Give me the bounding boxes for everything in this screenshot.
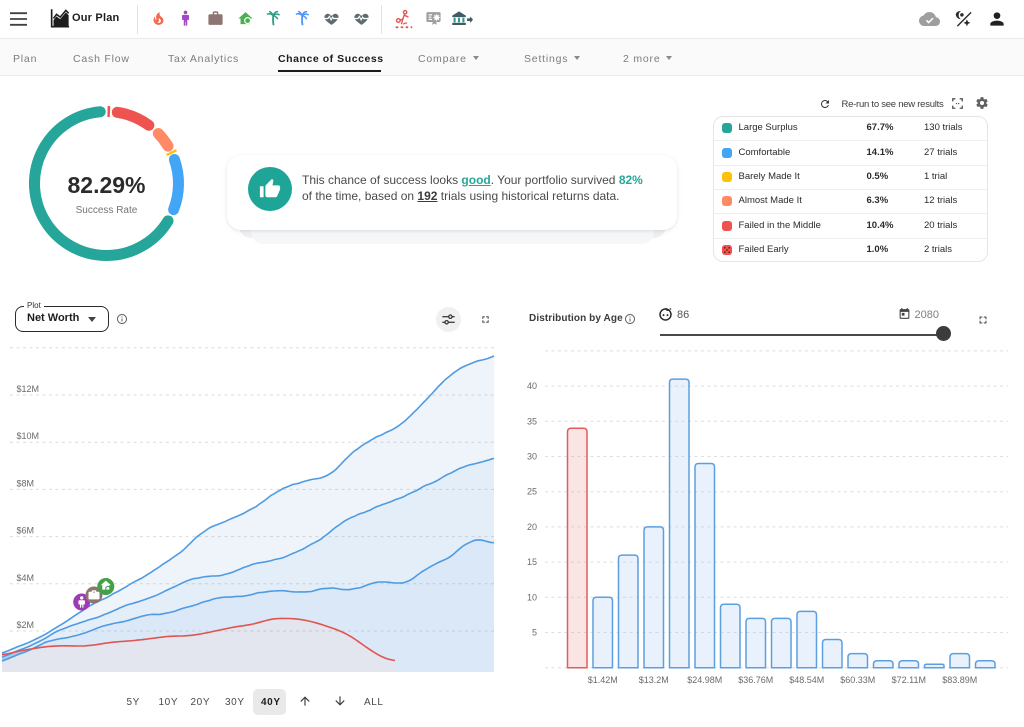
- svg-text:5: 5: [532, 628, 537, 638]
- svg-text:$8M: $8M: [17, 478, 35, 488]
- svg-text:30: 30: [527, 452, 537, 462]
- svg-text:$1.42M: $1.42M: [588, 675, 618, 685]
- svg-text:20: 20: [527, 522, 537, 532]
- svg-text:$72.11M: $72.11M: [892, 675, 926, 685]
- svg-text:$13.2M: $13.2M: [639, 675, 669, 685]
- svg-text:$83.89M: $83.89M: [942, 675, 977, 685]
- svg-text:$12M: $12M: [17, 384, 40, 394]
- svg-text:40: 40: [527, 381, 537, 391]
- svg-text:$60.33M: $60.33M: [840, 675, 875, 685]
- svg-text:$6M: $6M: [17, 526, 35, 536]
- svg-text:$36.76M: $36.76M: [738, 675, 773, 685]
- svg-text:$24.98M: $24.98M: [687, 675, 722, 685]
- svg-text:10: 10: [527, 592, 537, 602]
- svg-text:15: 15: [527, 557, 537, 567]
- svg-text:$10M: $10M: [17, 431, 40, 441]
- svg-text:$2M: $2M: [17, 620, 35, 630]
- svg-text:$48.54M: $48.54M: [789, 675, 824, 685]
- svg-text:25: 25: [527, 487, 537, 497]
- svg-text:35: 35: [527, 416, 537, 426]
- svg-text:$4M: $4M: [17, 573, 35, 583]
